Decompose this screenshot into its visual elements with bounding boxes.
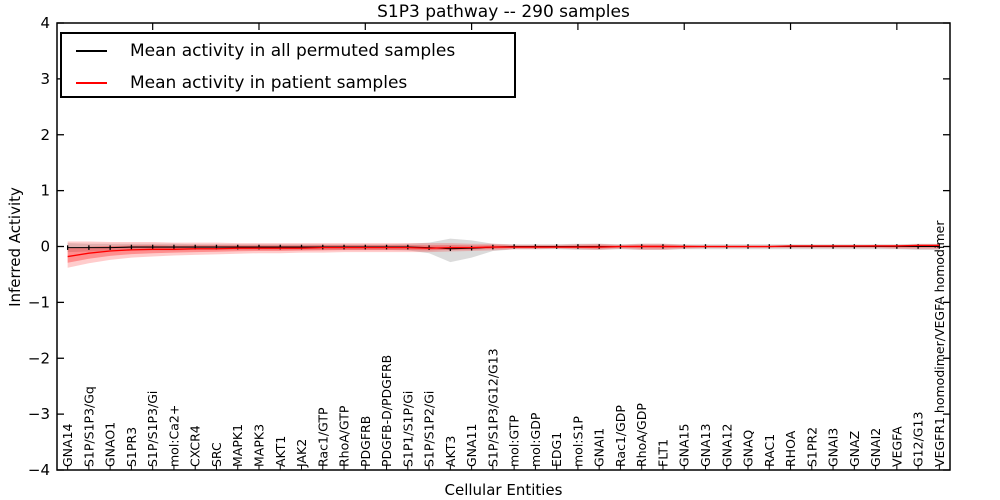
x-tick-label: JAK2 [294, 439, 309, 468]
legend: Mean activity in all permuted samples Me… [60, 32, 516, 98]
x-axis-label: Cellular Entities [444, 481, 563, 499]
x-tick-label: GNA13 [698, 424, 713, 468]
x-tick-label: mol:Ca2+ [166, 405, 181, 467]
x-tick-label: GNAQ [741, 430, 756, 467]
x-tick-label: S1P/S1P3/Gi [145, 391, 160, 467]
legend-label-patient: Mean activity in patient samples [130, 73, 408, 93]
x-tick-label: GNA12 [719, 424, 734, 468]
legend-row-patient: Mean activity in patient samples [62, 68, 514, 98]
x-tick-label: SRC [209, 442, 224, 467]
x-tick-label: S1P/S1P3/G12/G13 [485, 348, 500, 467]
x-tick-label: G12/G13 [911, 412, 926, 467]
x-tick-label: Rac1/GTP [315, 407, 330, 467]
y-tick-label: −1 [28, 293, 50, 311]
y-tick-label: 3 [40, 70, 50, 88]
x-tick-label: AKT1 [273, 436, 288, 467]
patient-std-band-inner [67, 244, 940, 263]
y-axis-label: Inferred Activity [6, 187, 24, 307]
x-tick-label: GNAI1 [592, 428, 607, 467]
x-tick-label: VEGFA [889, 426, 904, 467]
x-tick-label: S1PR2 [804, 427, 819, 467]
x-tick-label: RHOA [783, 430, 798, 467]
x-tick-label: S1P1/S1P/Gi [400, 391, 415, 467]
legend-line-swatch-red [76, 82, 107, 84]
x-tick-label: mol:S1P [570, 416, 585, 467]
x-tick-label: AKT3 [443, 436, 458, 467]
x-tick-label: GNA11 [464, 424, 479, 468]
x-tick-label: PDGFRB [358, 416, 373, 467]
x-tick-label: S1P/S1P3/Gq [81, 386, 96, 467]
x-tick-label: RAC1 [762, 434, 777, 467]
x-tick-label: GNA15 [677, 424, 692, 468]
x-tick-label: mol:GDP [528, 412, 543, 467]
x-tick-label: RhoA/GTP [337, 405, 352, 467]
x-tick-label: GNAZ [847, 431, 862, 467]
legend-line-swatch-black [76, 50, 107, 52]
legend-row-permuted: Mean activity in all permuted samples [62, 36, 514, 66]
x-tick-label: GNAI2 [868, 428, 883, 467]
chart-title: S1P3 pathway -- 290 samples [377, 2, 630, 22]
x-tick-label: CXCR4 [188, 425, 203, 467]
y-tick-label: 1 [40, 182, 50, 200]
x-tick-label: FLT1 [655, 439, 670, 467]
legend-label-permuted: Mean activity in all permuted samples [130, 41, 456, 61]
y-tick-label: 4 [40, 14, 50, 32]
x-tick-label: S1P/S1P2/Gi [422, 391, 437, 467]
y-tick-label: −4 [28, 461, 50, 479]
x-tick-label: GNAI3 [826, 428, 841, 467]
patient-mean-line [67, 244, 940, 258]
x-tick-label: MAPK3 [251, 424, 266, 467]
x-tick-label: EDG1 [549, 432, 564, 467]
x-tick-label: PDGFB-D/PDGFRB [379, 355, 394, 467]
y-tick-label: −3 [28, 405, 50, 423]
x-tick-label: S1PR3 [124, 427, 139, 467]
x-tick-label: RhoA/GDP [634, 403, 649, 467]
x-tick-label: GNAO1 [103, 422, 118, 467]
x-tick-label: MAPK1 [230, 424, 245, 467]
y-tick-label: 2 [40, 126, 50, 144]
x-tick-label: mol:GTP [507, 415, 522, 467]
y-tick-label: 0 [40, 238, 50, 256]
y-tick-label: −2 [28, 349, 50, 367]
x-tick-label: VEGFR1 homodimer/VEGFA homodimer [932, 220, 947, 467]
x-tick-label: GNA14 [60, 423, 75, 467]
permuted-std-band [67, 238, 940, 263]
x-tick-label: Rac1/GDP [613, 405, 628, 467]
